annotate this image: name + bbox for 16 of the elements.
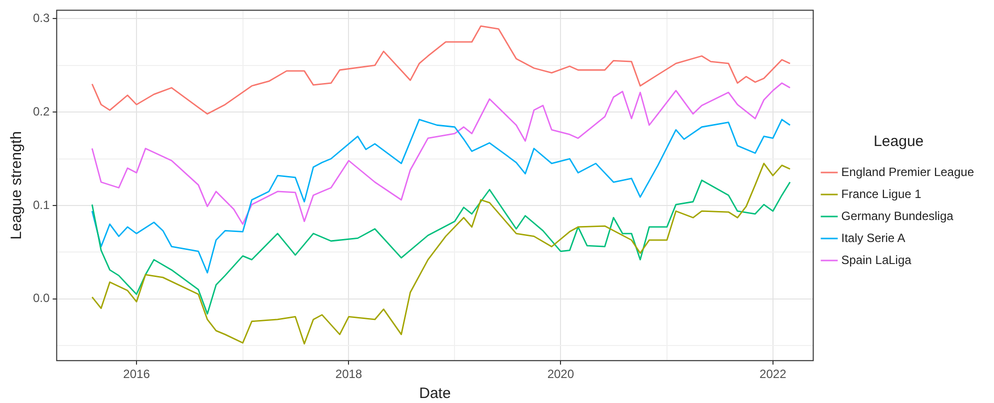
x-tick-label: 2016 bbox=[123, 367, 150, 382]
y-tick-label: 0.1 bbox=[32, 198, 50, 212]
legend-label: Spain LaLiga bbox=[841, 252, 912, 267]
x-tick-label: 2018 bbox=[335, 367, 362, 382]
x-tick-label: 2020 bbox=[547, 367, 574, 382]
legend-label: England Premier League bbox=[841, 164, 974, 179]
legend-title: League bbox=[874, 133, 924, 150]
y-tick-label: 0.0 bbox=[32, 291, 50, 306]
x-axis-title: Date bbox=[419, 385, 451, 402]
y-tick-label: 0.2 bbox=[32, 104, 50, 118]
x-tick-label: 2022 bbox=[760, 367, 787, 382]
legend-label: Germany Bundesliga bbox=[841, 208, 954, 223]
legend-label: Italy Serie A bbox=[841, 230, 906, 245]
y-axis-title: League strength bbox=[8, 131, 26, 240]
y-tick-label: 0.3 bbox=[32, 10, 50, 25]
legend-label: France Ligue 1 bbox=[841, 186, 922, 201]
